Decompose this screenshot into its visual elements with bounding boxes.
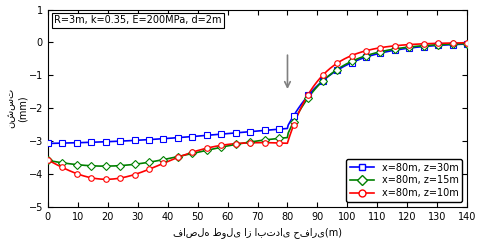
X-axis label: فاصله طولی از ابتدای حفاری(m): فاصله طولی از ابتدای حفاری(m) xyxy=(173,227,342,238)
Legend: x=80m, z=30m, x=80m, z=15m, x=80m, z=10m: x=80m, z=30m, x=80m, z=15m, x=80m, z=10m xyxy=(346,159,462,202)
Text: R=3m, k=0.35, E=200MPa, d=2m: R=3m, k=0.35, E=200MPa, d=2m xyxy=(54,15,222,25)
Y-axis label: نشست
(mm): نشست (mm) xyxy=(6,88,27,128)
